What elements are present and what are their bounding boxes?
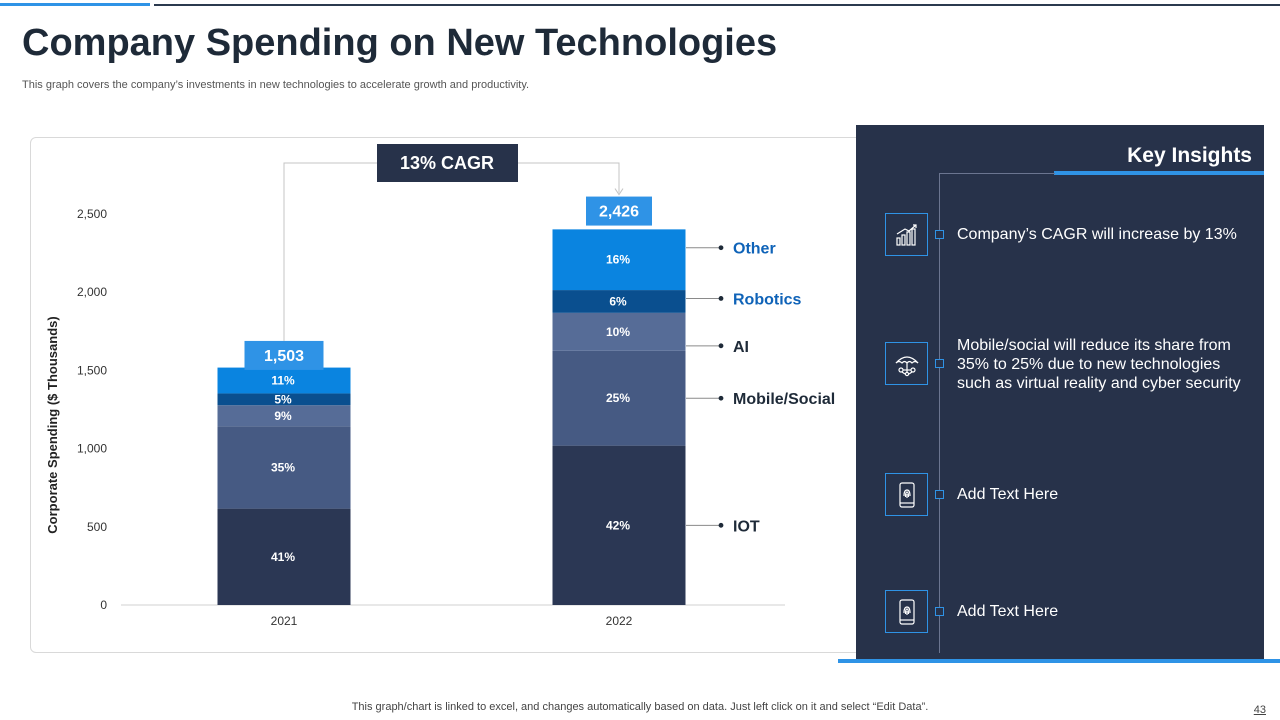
insight-text: Add Text Here xyxy=(957,603,1059,620)
total-label: 2,426 xyxy=(599,204,639,221)
top-accent-bar xyxy=(0,3,150,6)
insight-text: Add Text Here xyxy=(957,486,1059,503)
bar-segment-ai xyxy=(552,312,686,351)
key-insights-panel: Key Insights Company’s CAGR will increas… xyxy=(856,125,1264,659)
legend-label: Other xyxy=(733,241,776,258)
bar-segment-other xyxy=(217,367,351,394)
bar-segment-iot xyxy=(552,445,686,605)
y-axis-label: Corporate Spending ($ Thousands) xyxy=(45,316,60,533)
bar-segment-mobile-social xyxy=(552,350,686,446)
timeline-dot xyxy=(935,230,944,239)
growth-chart-icon xyxy=(885,213,928,256)
bar-segment-ai xyxy=(217,405,351,427)
footer-note: This graph/chart is linked to excel, and… xyxy=(351,701,929,713)
legend-label: IOT xyxy=(733,518,760,535)
insights-bottom-accent xyxy=(838,659,1280,663)
legend-label: AI xyxy=(733,339,749,356)
timeline-line xyxy=(939,173,940,653)
cagr-annotation-box xyxy=(377,144,518,182)
key-insights-title-rule xyxy=(1054,171,1264,175)
bar-data-label: 6% xyxy=(609,294,627,308)
bar-data-label: 5% xyxy=(274,392,292,406)
timeline-dot xyxy=(935,359,944,368)
page-number: 43 xyxy=(1253,704,1266,716)
legend-marker xyxy=(718,343,724,349)
cagr-arrowhead xyxy=(614,188,624,196)
legend-label: Robotics xyxy=(733,291,802,308)
y-tick-label: 0 xyxy=(100,598,107,612)
chart-card[interactable]: 0 500 1,000 1,500 2,000 2,500 Corporate Spendi… xyxy=(30,137,870,653)
umbrella-network-icon xyxy=(885,342,928,385)
page-title: Company Spending on New Technologies xyxy=(22,22,778,64)
y-tick-label: 2,500 xyxy=(77,207,107,221)
legend-marker xyxy=(718,522,724,528)
timeline-connector xyxy=(939,173,1055,174)
bar-segment-robotics xyxy=(217,393,351,406)
legend-marker xyxy=(718,245,724,251)
stacked-bar-chart[interactable]: 0 500 1,000 1,500 2,000 2,500 Corporate Spendi… xyxy=(31,138,871,654)
bar-data-label: 16% xyxy=(606,253,630,267)
legend-label: Mobile/Social xyxy=(733,391,835,408)
page-subtitle: This graph covers the company’s investme… xyxy=(22,79,530,91)
bar-data-label: 9% xyxy=(274,409,292,423)
timeline-dot xyxy=(935,607,944,616)
cagr-annotation: 13% CAGR xyxy=(400,153,494,173)
bar-data-label: 35% xyxy=(271,460,295,474)
timeline-dot xyxy=(935,490,944,499)
bar-segment-mobile-social xyxy=(217,426,351,509)
bar-segment-robotics xyxy=(552,290,686,313)
x-tick-label: 2021 xyxy=(271,614,298,628)
bar-segment-other xyxy=(552,229,686,291)
y-tick-label: 500 xyxy=(87,520,107,534)
bar-data-label: 10% xyxy=(606,325,630,339)
bar-data-label: 11% xyxy=(271,374,295,388)
top-rule xyxy=(154,4,1280,6)
y-tick-label: 1,000 xyxy=(77,442,107,456)
total-label-box xyxy=(586,196,652,226)
y-tick-label: 2,000 xyxy=(77,285,107,299)
y-tick-label: 1,500 xyxy=(77,363,107,377)
bar-data-label: 42% xyxy=(606,518,630,532)
bar-data-label: 41% xyxy=(271,550,295,564)
total-label: 1,503 xyxy=(264,348,304,365)
bar-segment-iot xyxy=(217,508,351,605)
insight-text: Company’s CAGR will increase by 13% xyxy=(957,226,1237,243)
insight-text: Mobile/social will reduce its share from… xyxy=(957,337,1241,392)
key-insights-title: Key Insights xyxy=(1127,144,1252,167)
smartphone-fingerprint-icon xyxy=(885,590,928,633)
legend-marker xyxy=(718,395,724,401)
legend-marker xyxy=(718,296,724,301)
bar-data-label: 25% xyxy=(606,391,630,405)
smartphone-fingerprint-icon xyxy=(885,473,928,516)
x-tick-label: 2022 xyxy=(606,614,633,628)
total-label-box xyxy=(244,340,324,370)
